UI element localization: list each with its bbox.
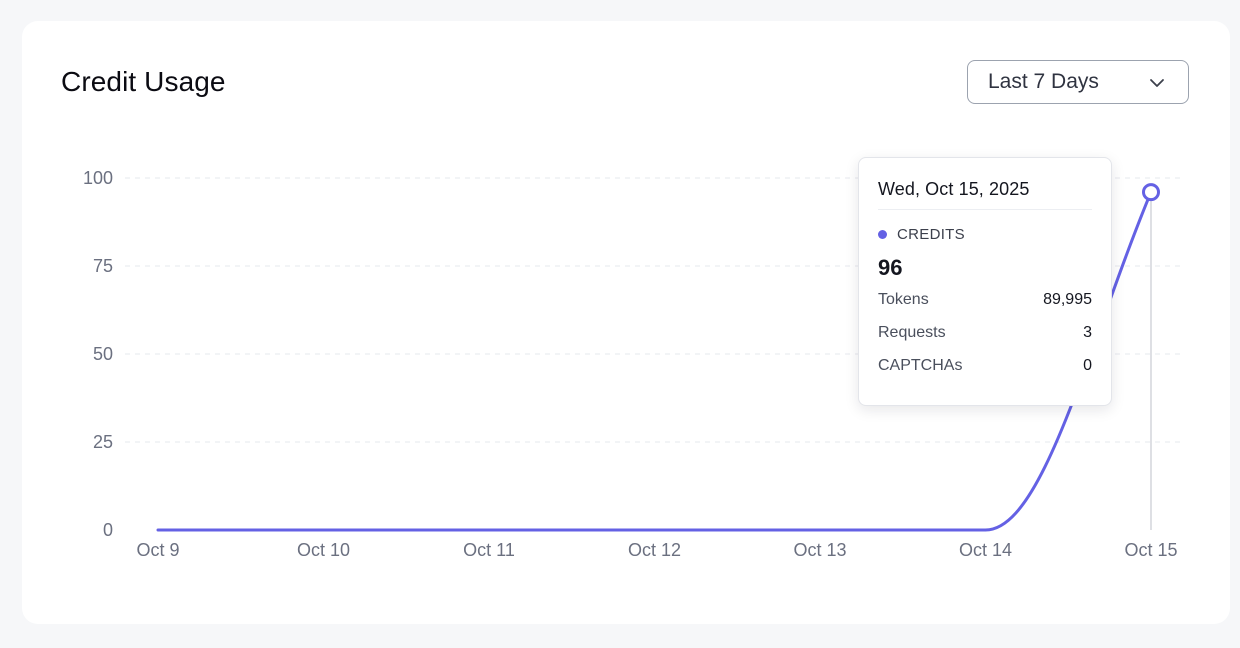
y-tick-label: 100: [83, 168, 113, 188]
tooltip-date: Wed, Oct 15, 2025: [878, 179, 1092, 210]
chart-tooltip: Wed, Oct 15, 2025 CREDITS 96 Tokens 89,9…: [858, 157, 1112, 406]
series-line-credits: [156, 190, 1153, 532]
active-data-point[interactable]: [1142, 183, 1160, 202]
x-tick-label: Oct 13: [793, 540, 846, 560]
series-color-dot: [878, 229, 887, 239]
tooltip-row-value: 0: [1083, 356, 1092, 374]
y-tick-label: 75: [93, 256, 113, 276]
date-range-selected-label: Last 7 Days: [988, 70, 1099, 93]
tooltip-series-row: CREDITS: [878, 225, 1092, 243]
x-tick-label: Oct 14: [959, 540, 1012, 560]
x-tick-label: Oct 12: [628, 540, 681, 560]
tooltip-row-value: 89,995: [1043, 290, 1092, 308]
y-tick-label: 25: [93, 432, 113, 452]
tooltip-row-tokens: Tokens 89,995: [878, 283, 1092, 316]
date-range-select[interactable]: Last 7 Days: [967, 60, 1189, 104]
tooltip-row-label: Tokens: [878, 290, 929, 308]
x-tick-label: Oct 10: [297, 540, 350, 560]
chevron-down-icon: [1150, 79, 1164, 87]
tooltip-row-label: Requests: [878, 323, 946, 341]
card-title: Credit Usage: [61, 66, 226, 97]
x-tick-label: Oct 15: [1124, 540, 1177, 560]
x-tick-label: Oct 9: [136, 540, 179, 560]
tooltip-series-value: 96: [878, 255, 903, 280]
tooltip-series-name: CREDITS: [897, 225, 965, 243]
tooltip-row-value: 3: [1083, 323, 1092, 341]
y-tick-label: 0: [103, 520, 113, 540]
tooltip-row-requests: Requests 3: [878, 316, 1092, 349]
tooltip-row-captchas: CAPTCHAs 0: [878, 349, 1092, 382]
y-tick-label: 50: [93, 344, 113, 364]
x-tick-label: Oct 11: [463, 540, 515, 560]
tooltip-row-label: CAPTCHAs: [878, 356, 963, 374]
